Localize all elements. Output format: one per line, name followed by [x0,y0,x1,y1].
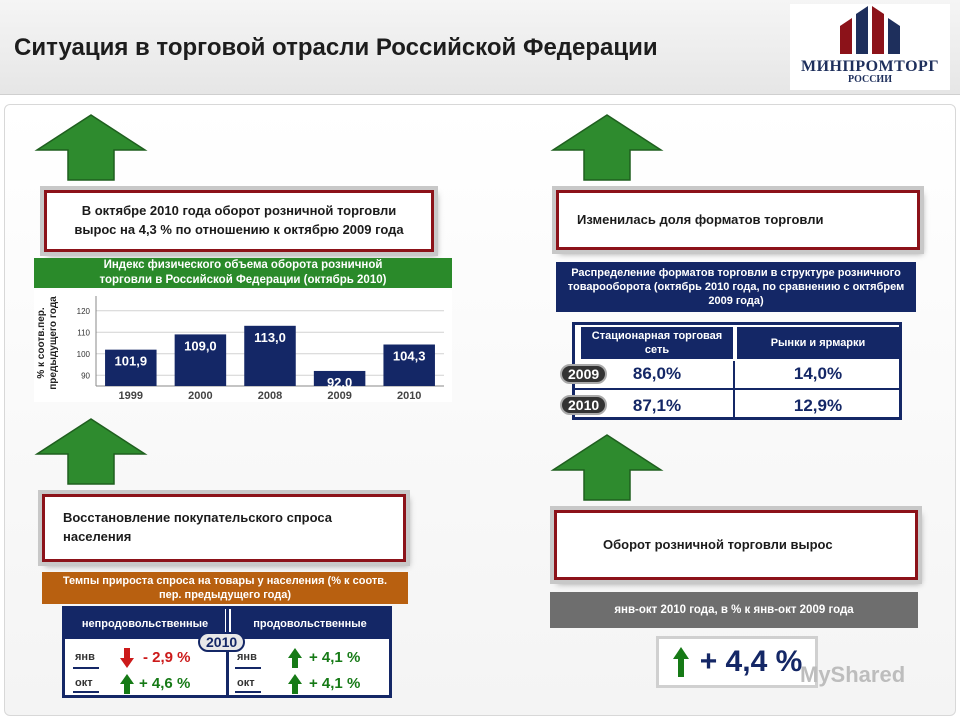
up-arrow-icon [34,114,148,181]
row-label-oct: окт [75,677,93,689]
table-cell: 12,9% [793,396,843,415]
year-badge-2009: 2009 [560,364,608,384]
nonfood-oct-value: + 4,6 % [139,675,191,692]
row-label-jan: янв [75,651,95,663]
column-header-stationary: Стационарная торговая сеть [581,327,733,359]
food-oct-value: + 4,1 % [309,675,361,692]
logo-subtext: РОССИИ [848,74,892,85]
data-label: 92,0 [327,375,352,390]
bar [383,344,435,386]
y-axis-label: % к соотв.пер.предыдущего года [36,296,59,390]
turnover-result-value: + 4,4 % [699,645,803,678]
format-table: Стационарная торговая сеть Рынки и ярмар… [572,322,902,420]
page-title: Ситуация в торговой отрасли Российской Ф… [14,34,658,61]
data-label: 113,0 [254,330,286,345]
column-divider [733,361,735,419]
y-axis-label-line: % к соотв.пер. [36,307,47,379]
data-label: 101,9 [115,354,148,369]
format-share-callout: Изменилась доля форматов торговли [556,190,920,250]
y-tick-label: 100 [77,350,91,359]
up-arrow-icon [288,648,302,668]
row-underline [73,667,99,669]
bar-chart: % к соотв.пер.предыдущего года 90 100 110 12… [34,290,452,402]
y-tick-label: 120 [77,307,91,316]
data-label: 104,3 [393,349,426,364]
row-label-oct: окт [237,677,255,689]
data-label: 109,0 [184,338,217,353]
table-cell: 86,0% [632,364,682,383]
turnover-growth-callout: В октябре 2010 года оборот розничной тор… [44,190,434,252]
row-divider [575,388,899,390]
volume-index-header: Индекс физического объема оборота рознич… [34,258,452,288]
up-arrow-icon [288,674,302,694]
y-axis-label-line: предыдущего года [48,296,59,390]
up-arrow-icon [550,434,664,501]
y-tick-label: 110 [77,328,90,337]
logo-text: МИНПРОМТОРГ [800,58,940,75]
food-jan-value: + 4,1 % [309,649,361,666]
row-underline [235,667,261,669]
x-tick-label: 2000 [188,390,212,402]
table-cell: 87,1% [632,396,682,415]
y-tick-label: 90 [81,371,90,380]
column-header-markets: Рынки и ярмарки [737,327,899,359]
row-label-jan: янв [237,651,257,663]
volume-index-chart: % к соотв.пер.предыдущего года 90 100 110 12… [34,290,452,402]
bar [244,325,296,386]
column-header-food: продовольственные [231,609,389,639]
chart-background [34,290,452,402]
bar [313,370,366,386]
demand-table: непродовольственные продовольственные ян… [62,606,392,698]
x-tick-label: 2008 [258,390,282,402]
nonfood-jan-value: - 2,9 % [143,649,191,666]
year-badge-2010: 2010 [198,632,246,652]
column-divider [226,609,229,695]
up-arrow-icon [120,674,134,694]
demand-growth-header: Темпы прироста спроса на товары у населе… [42,572,408,604]
logo-emblem-icon [840,6,900,54]
row-underline [235,691,261,693]
demand-recovery-callout: Восстановление покупательского спроса на… [42,494,406,562]
x-tick-label: 2010 [397,390,421,402]
x-tick-label: 1999 [119,390,143,402]
turnover-growth-result-callout: Оборот розничной торговли вырос [554,510,918,580]
period-header: янв-окт 2010 года, в % к янв-окт 2009 го… [550,592,918,628]
turnover-result-box: + 4,4 % [656,636,818,688]
watermark: MyShared [800,662,906,687]
format-distribution-header: Распределение форматов торговли в структ… [556,262,916,312]
up-arrow-icon [34,418,148,485]
x-tick-label: 2009 [327,390,351,402]
bar [105,349,157,386]
logo: МИНПРОМТОРГ РОССИИ [790,4,950,90]
down-arrow-icon [120,648,134,668]
year-badge-2010: 2010 [560,395,608,415]
table-cell: 14,0% [793,364,843,383]
up-arrow-icon [550,114,664,181]
up-arrow-icon [672,647,689,677]
column-header-nonfood: непродовольственные [65,609,225,639]
row-underline [73,691,99,693]
bar [174,334,227,386]
